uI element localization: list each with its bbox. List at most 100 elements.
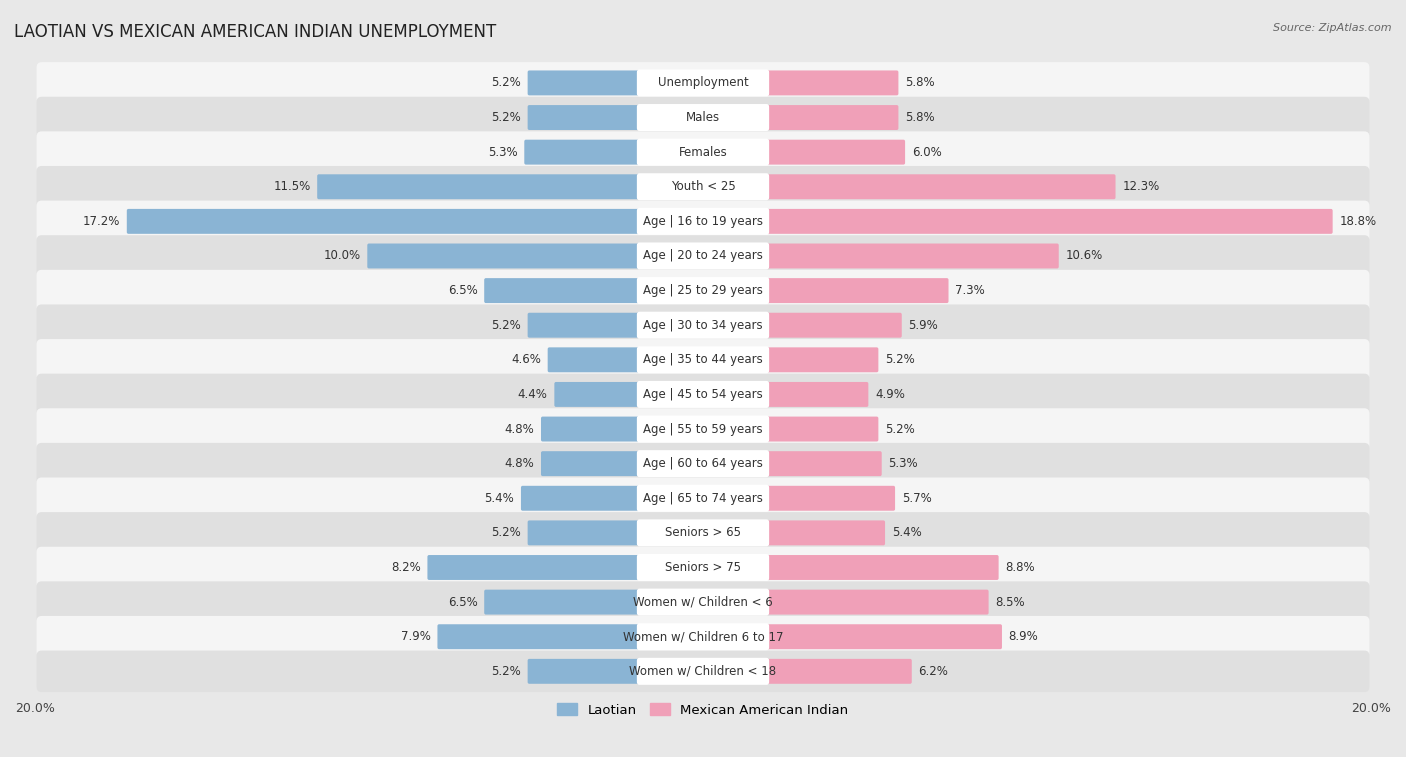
FancyBboxPatch shape xyxy=(37,581,1369,623)
Text: 5.8%: 5.8% xyxy=(905,76,935,89)
Text: Age | 55 to 59 years: Age | 55 to 59 years xyxy=(643,422,763,435)
Text: 5.2%: 5.2% xyxy=(884,354,915,366)
Text: 5.7%: 5.7% xyxy=(901,492,932,505)
Text: Seniors > 75: Seniors > 75 xyxy=(665,561,741,574)
Text: Males: Males xyxy=(686,111,720,124)
Text: Age | 45 to 54 years: Age | 45 to 54 years xyxy=(643,388,763,401)
FancyBboxPatch shape xyxy=(37,269,1369,311)
FancyBboxPatch shape xyxy=(541,416,704,441)
FancyBboxPatch shape xyxy=(702,555,998,580)
FancyBboxPatch shape xyxy=(637,173,769,201)
FancyBboxPatch shape xyxy=(37,166,1369,207)
FancyBboxPatch shape xyxy=(484,278,704,303)
FancyBboxPatch shape xyxy=(637,70,769,96)
Text: 10.0%: 10.0% xyxy=(323,250,360,263)
FancyBboxPatch shape xyxy=(702,451,882,476)
FancyBboxPatch shape xyxy=(702,347,879,372)
Text: 5.2%: 5.2% xyxy=(491,111,522,124)
FancyBboxPatch shape xyxy=(637,658,769,685)
FancyBboxPatch shape xyxy=(548,347,704,372)
FancyBboxPatch shape xyxy=(637,208,769,235)
FancyBboxPatch shape xyxy=(702,174,1115,199)
FancyBboxPatch shape xyxy=(541,451,704,476)
Text: 11.5%: 11.5% xyxy=(273,180,311,193)
FancyBboxPatch shape xyxy=(37,512,1369,553)
Text: 5.3%: 5.3% xyxy=(488,145,517,159)
FancyBboxPatch shape xyxy=(37,616,1369,658)
Text: 4.6%: 4.6% xyxy=(512,354,541,366)
FancyBboxPatch shape xyxy=(524,140,704,164)
Text: 4.8%: 4.8% xyxy=(505,422,534,435)
FancyBboxPatch shape xyxy=(37,132,1369,173)
Text: Unemployment: Unemployment xyxy=(658,76,748,89)
Text: Seniors > 65: Seniors > 65 xyxy=(665,526,741,540)
FancyBboxPatch shape xyxy=(484,590,704,615)
FancyBboxPatch shape xyxy=(37,547,1369,588)
FancyBboxPatch shape xyxy=(637,450,769,477)
FancyBboxPatch shape xyxy=(702,416,879,441)
FancyBboxPatch shape xyxy=(554,382,704,407)
FancyBboxPatch shape xyxy=(527,313,704,338)
FancyBboxPatch shape xyxy=(37,201,1369,242)
FancyBboxPatch shape xyxy=(702,486,896,511)
Text: Youth < 25: Youth < 25 xyxy=(671,180,735,193)
Text: 17.2%: 17.2% xyxy=(83,215,120,228)
Text: 5.4%: 5.4% xyxy=(891,526,921,540)
Text: 8.8%: 8.8% xyxy=(1005,561,1035,574)
FancyBboxPatch shape xyxy=(702,70,898,95)
Text: 4.4%: 4.4% xyxy=(517,388,548,401)
FancyBboxPatch shape xyxy=(637,589,769,615)
Text: 8.9%: 8.9% xyxy=(1008,631,1039,643)
FancyBboxPatch shape xyxy=(702,520,884,545)
Text: Age | 65 to 74 years: Age | 65 to 74 years xyxy=(643,492,763,505)
FancyBboxPatch shape xyxy=(37,97,1369,139)
Text: 5.4%: 5.4% xyxy=(485,492,515,505)
Text: 5.2%: 5.2% xyxy=(884,422,915,435)
Text: 5.2%: 5.2% xyxy=(491,319,522,332)
Text: Women w/ Children < 6: Women w/ Children < 6 xyxy=(633,596,773,609)
FancyBboxPatch shape xyxy=(637,346,769,373)
FancyBboxPatch shape xyxy=(37,235,1369,277)
FancyBboxPatch shape xyxy=(37,443,1369,484)
FancyBboxPatch shape xyxy=(37,408,1369,450)
Text: Age | 20 to 24 years: Age | 20 to 24 years xyxy=(643,250,763,263)
FancyBboxPatch shape xyxy=(702,659,911,684)
Text: Women w/ Children < 18: Women w/ Children < 18 xyxy=(630,665,776,678)
FancyBboxPatch shape xyxy=(37,339,1369,381)
Text: 5.8%: 5.8% xyxy=(905,111,935,124)
FancyBboxPatch shape xyxy=(318,174,704,199)
FancyBboxPatch shape xyxy=(702,209,1333,234)
FancyBboxPatch shape xyxy=(427,555,704,580)
Text: Age | 30 to 34 years: Age | 30 to 34 years xyxy=(643,319,763,332)
Text: 5.2%: 5.2% xyxy=(491,526,522,540)
FancyBboxPatch shape xyxy=(637,242,769,269)
Text: 8.5%: 8.5% xyxy=(995,596,1025,609)
FancyBboxPatch shape xyxy=(437,625,704,650)
FancyBboxPatch shape xyxy=(527,70,704,95)
Text: 12.3%: 12.3% xyxy=(1122,180,1160,193)
FancyBboxPatch shape xyxy=(37,374,1369,415)
Text: 7.9%: 7.9% xyxy=(401,631,430,643)
Text: Females: Females xyxy=(679,145,727,159)
FancyBboxPatch shape xyxy=(702,244,1059,269)
FancyBboxPatch shape xyxy=(702,140,905,164)
Text: 6.2%: 6.2% xyxy=(918,665,948,678)
FancyBboxPatch shape xyxy=(637,104,769,131)
Text: 5.2%: 5.2% xyxy=(491,76,522,89)
Text: 4.8%: 4.8% xyxy=(505,457,534,470)
FancyBboxPatch shape xyxy=(127,209,704,234)
Text: 5.3%: 5.3% xyxy=(889,457,918,470)
FancyBboxPatch shape xyxy=(637,381,769,408)
FancyBboxPatch shape xyxy=(37,62,1369,104)
FancyBboxPatch shape xyxy=(702,278,949,303)
FancyBboxPatch shape xyxy=(637,554,769,581)
FancyBboxPatch shape xyxy=(37,650,1369,692)
Text: Age | 25 to 29 years: Age | 25 to 29 years xyxy=(643,284,763,297)
FancyBboxPatch shape xyxy=(637,312,769,338)
Legend: Laotian, Mexican American Indian: Laotian, Mexican American Indian xyxy=(553,698,853,722)
FancyBboxPatch shape xyxy=(637,623,769,650)
Text: LAOTIAN VS MEXICAN AMERICAN INDIAN UNEMPLOYMENT: LAOTIAN VS MEXICAN AMERICAN INDIAN UNEMP… xyxy=(14,23,496,41)
Text: 6.5%: 6.5% xyxy=(447,596,478,609)
FancyBboxPatch shape xyxy=(637,139,769,166)
FancyBboxPatch shape xyxy=(637,416,769,443)
